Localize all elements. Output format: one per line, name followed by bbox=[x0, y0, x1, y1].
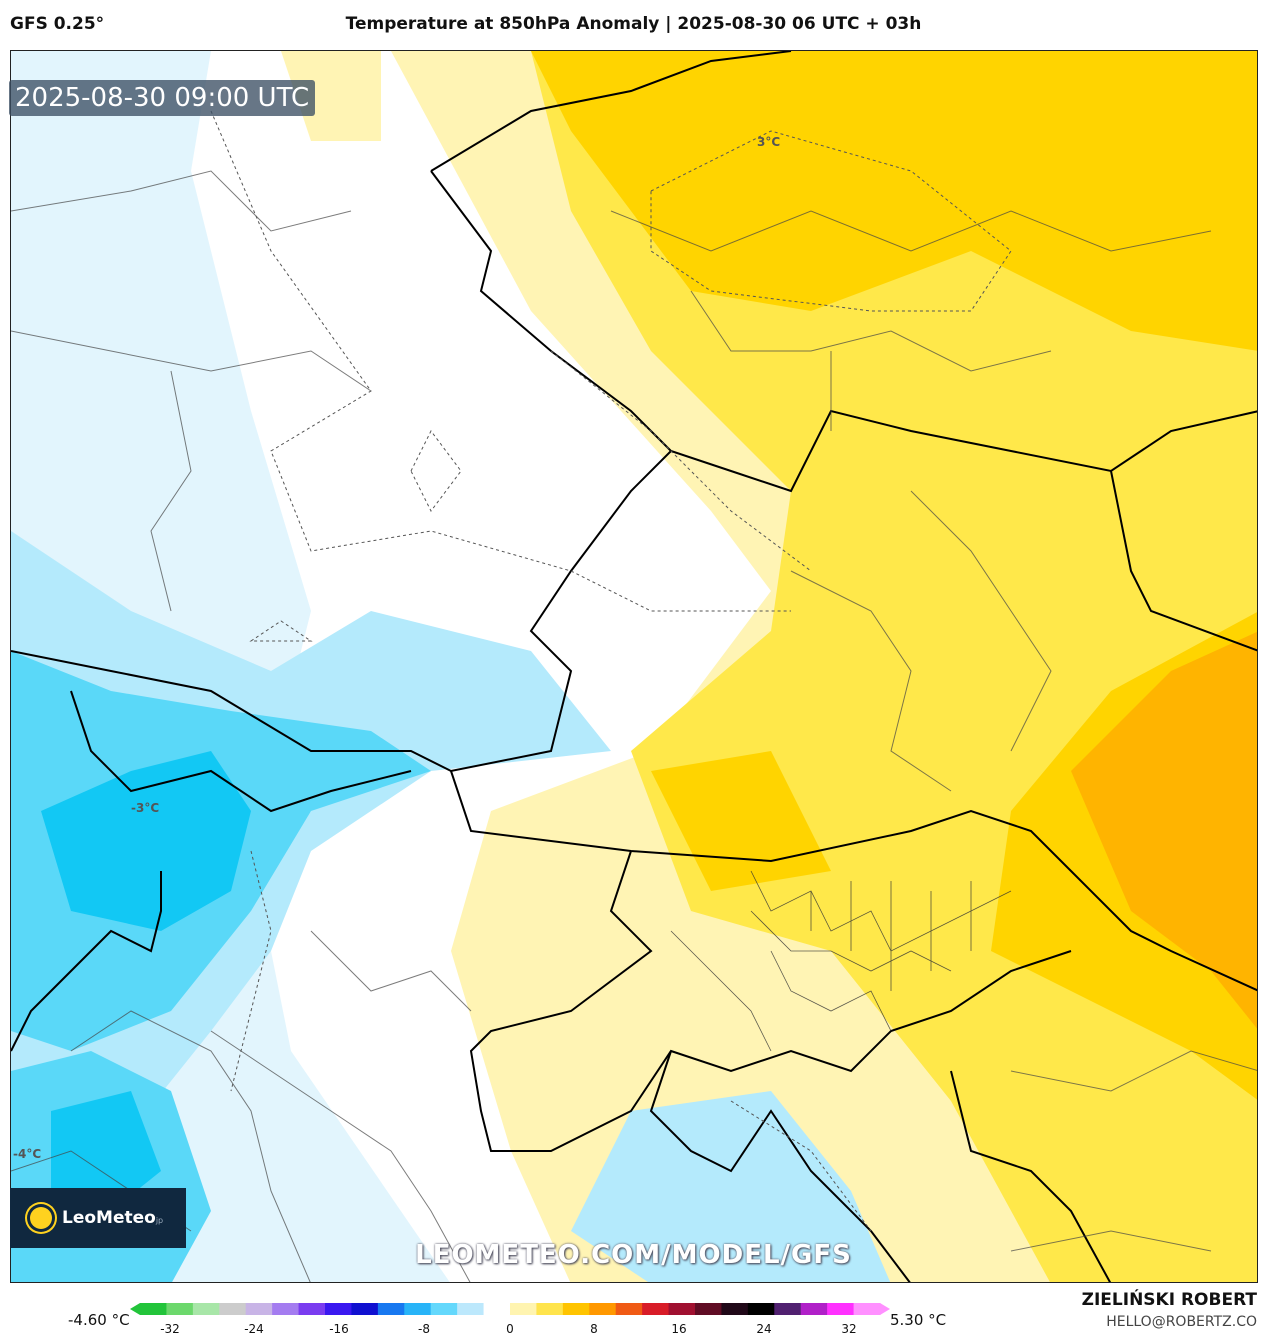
colorbar-segment bbox=[166, 1303, 194, 1315]
colorbar-segment bbox=[298, 1303, 326, 1315]
colorbar-segment bbox=[140, 1303, 167, 1315]
colorbar-tick: 8 bbox=[590, 1322, 598, 1336]
chart-title: Temperature at 850hPa Anomaly | 2025-08-… bbox=[345, 14, 922, 34]
contour-label-minus4c: -4°C bbox=[13, 1147, 42, 1161]
contour-label-minus3c: -3°C bbox=[131, 801, 160, 815]
colorbar-segment bbox=[272, 1303, 300, 1315]
colorbar-tick: -16 bbox=[329, 1322, 349, 1336]
colorbar-tick: 0 bbox=[506, 1322, 514, 1336]
colorbar bbox=[130, 1303, 890, 1315]
valid-time-stamp: 2025-08-30 09:00 UTC bbox=[9, 80, 316, 116]
colorbar-segment bbox=[351, 1303, 379, 1315]
colorbar-segment bbox=[774, 1303, 802, 1315]
colorbar-tick: 32 bbox=[841, 1322, 857, 1336]
watermark-url: LEOMETEO.COM/MODEL/GFS bbox=[415, 1240, 852, 1270]
colorbar-segment bbox=[430, 1303, 458, 1315]
colorbar-max-arrow bbox=[880, 1303, 890, 1315]
colorbar-min-arrow bbox=[130, 1303, 140, 1315]
colorbar-segment bbox=[668, 1303, 696, 1315]
colorbar-segment bbox=[377, 1303, 405, 1315]
colorbar-segment bbox=[219, 1303, 247, 1315]
sun-icon bbox=[30, 1207, 52, 1229]
colorbar-segment bbox=[800, 1303, 828, 1315]
colorbar-segment bbox=[245, 1303, 273, 1315]
colorbar-segment bbox=[615, 1303, 643, 1315]
colorbar-tick: 16 bbox=[671, 1322, 687, 1336]
colorbar-segment bbox=[562, 1303, 590, 1315]
colorbar-segment bbox=[827, 1303, 855, 1315]
colorbar-segment bbox=[325, 1303, 352, 1315]
map-panel[interactable]: 3°C -3°C -4°C bbox=[10, 50, 1258, 1283]
author-email[interactable]: HELLO@ROBERTZ.CO bbox=[1106, 1314, 1257, 1330]
colorbar-segment bbox=[457, 1303, 485, 1315]
colorbar-segment bbox=[404, 1303, 432, 1315]
colorbar-min-label: -4.60 °C bbox=[68, 1311, 130, 1329]
colorbar-segment bbox=[853, 1303, 881, 1315]
leometeo-logo[interactable]: LeoMeteojp bbox=[10, 1188, 186, 1248]
colorbar-tick: -32 bbox=[160, 1322, 180, 1336]
anomaly-field bbox=[11, 51, 1257, 1282]
colorbar-segment bbox=[510, 1303, 537, 1315]
model-name: GFS 0.25° bbox=[10, 14, 105, 34]
colorbar-segment bbox=[192, 1303, 220, 1315]
colorbar-segment bbox=[483, 1303, 511, 1315]
colorbar-tick: 24 bbox=[756, 1322, 772, 1336]
colorbar-max-label: 5.30 °C bbox=[890, 1311, 947, 1329]
colorbar-segment bbox=[536, 1303, 564, 1315]
colorbar-segment bbox=[721, 1303, 749, 1315]
colorbar-tick: -8 bbox=[418, 1322, 430, 1336]
colorbar-segment bbox=[589, 1303, 617, 1315]
contour-label-3c: 3°C bbox=[757, 135, 781, 149]
logo-label: LeoMeteojp bbox=[62, 1208, 164, 1228]
colorbar-tick: -24 bbox=[244, 1322, 264, 1336]
colorbar-segment bbox=[695, 1303, 722, 1315]
colorbar-segment bbox=[642, 1303, 670, 1315]
author-name: ZIELIŃSKI ROBERT bbox=[1081, 1290, 1257, 1310]
colorbar-segment bbox=[747, 1303, 775, 1315]
